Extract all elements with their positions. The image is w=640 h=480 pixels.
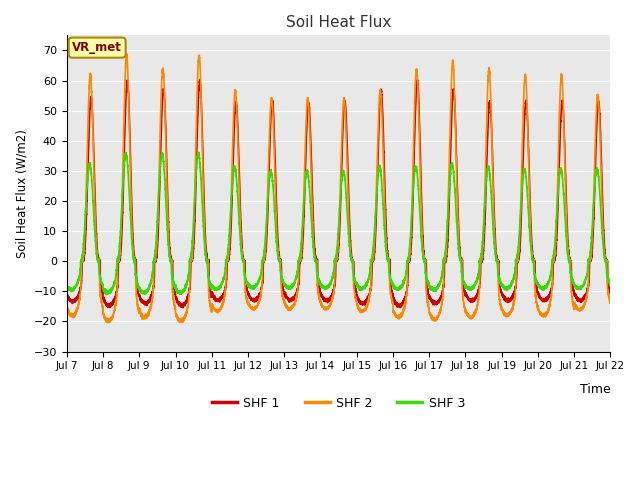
SHF 1 xyxy=(321,295,328,300)
SHF 3 xyxy=(460,279,468,285)
SHF 3 xyxy=(63,283,70,288)
Line: SHF 2: SHF 2 xyxy=(67,54,611,323)
SHF 1 xyxy=(248,297,255,303)
SHF 2 xyxy=(460,303,468,309)
Line: SHF 1: SHF 1 xyxy=(67,80,611,308)
SHF 3 xyxy=(607,283,614,288)
SHF 1 xyxy=(196,77,204,83)
SHF 2 xyxy=(321,306,328,312)
SHF 2 xyxy=(577,305,585,311)
SHF 1 xyxy=(607,291,614,297)
SHF 1 xyxy=(577,299,585,304)
Y-axis label: Soil Heat Flux (W/m2): Soil Heat Flux (W/m2) xyxy=(15,129,28,258)
Legend: SHF 1, SHF 2, SHF 3: SHF 1, SHF 2, SHF 3 xyxy=(207,392,470,415)
SHF 3 xyxy=(476,260,483,265)
SHF 1 xyxy=(584,286,591,292)
SHF 2 xyxy=(106,320,113,325)
SHF 2 xyxy=(63,305,70,311)
SHF 1 xyxy=(179,305,187,311)
Title: Soil Heat Flux: Soil Heat Flux xyxy=(286,15,391,30)
SHF 2 xyxy=(476,283,483,289)
SHF 1 xyxy=(476,282,483,288)
X-axis label: Time: Time xyxy=(580,383,611,396)
SHF 1 xyxy=(460,287,468,293)
SHF 1 xyxy=(63,290,70,296)
Line: SHF 3: SHF 3 xyxy=(67,152,611,294)
SHF 2 xyxy=(248,305,255,311)
Text: VR_met: VR_met xyxy=(72,41,122,54)
SHF 2 xyxy=(584,288,591,293)
SHF 3 xyxy=(195,149,202,155)
SHF 3 xyxy=(102,291,110,297)
SHF 3 xyxy=(577,286,585,292)
SHF 3 xyxy=(321,284,328,290)
SHF 2 xyxy=(123,51,131,57)
SHF 3 xyxy=(584,264,591,270)
SHF 3 xyxy=(248,284,255,290)
SHF 2 xyxy=(607,300,614,306)
